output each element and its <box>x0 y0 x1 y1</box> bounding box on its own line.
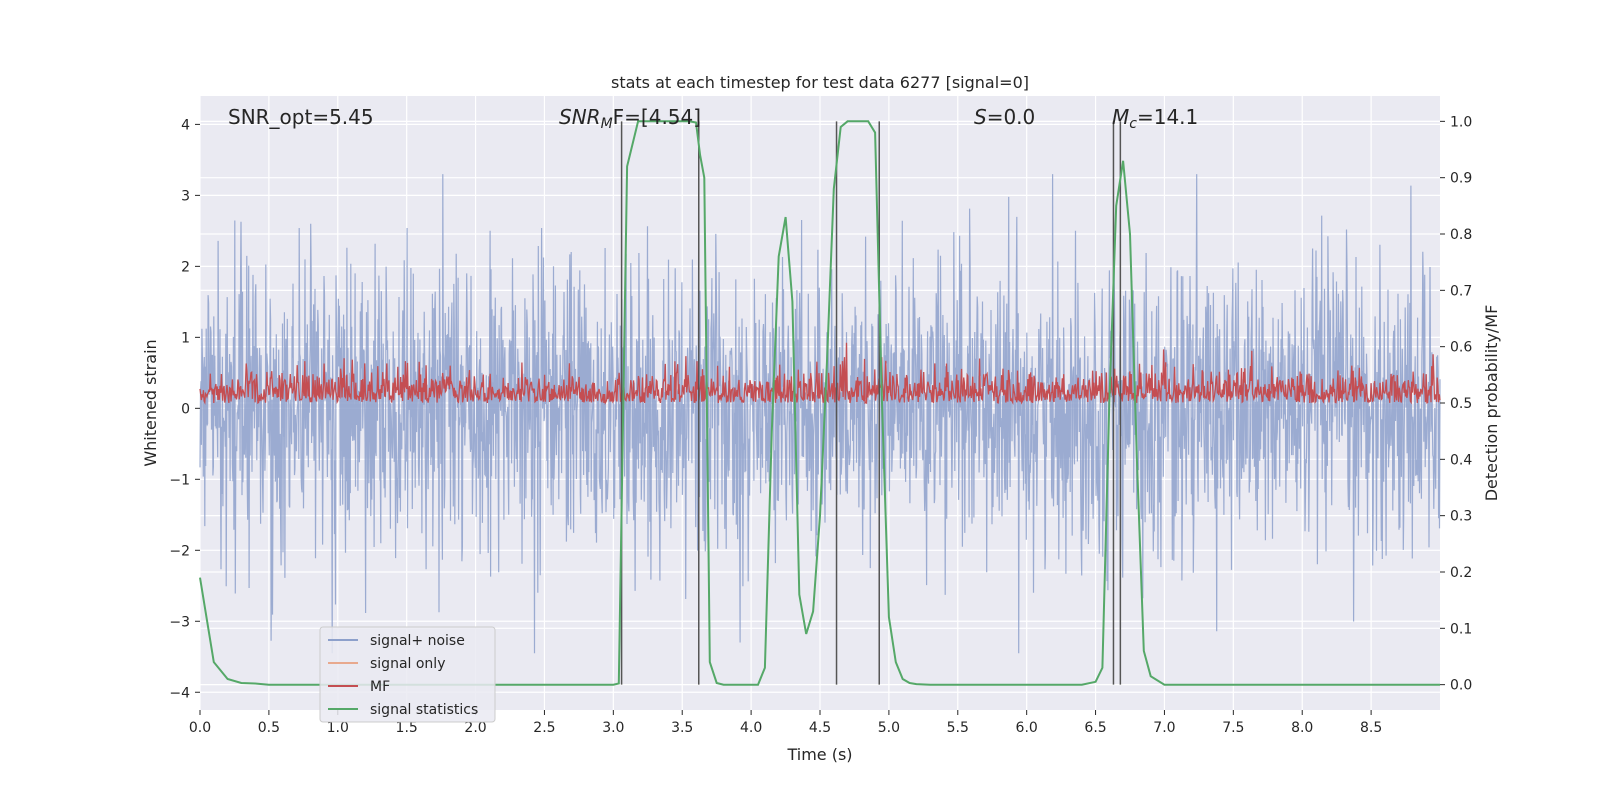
y-tick-label: −2 <box>169 543 190 559</box>
y-axis-label: Whitened strain <box>141 339 160 466</box>
y2-tick-label: 0.7 <box>1450 283 1472 299</box>
y2-tick-label: 0.3 <box>1450 509 1472 525</box>
y2-tick-label: 0.8 <box>1450 227 1472 243</box>
axis-ticks: 0.0 0.5 1.0 1.5 2.0 2.5 3.0 3.5 4.0 4.5 5.0 5.5 6.0 6… <box>169 114 1472 736</box>
y2-tick-label: 1.0 <box>1450 114 1472 130</box>
y-tick-label: 2 <box>181 259 190 275</box>
snr-mf-rest: F=[4.54] <box>613 105 701 129</box>
legend-label-signal-noise: signal+ noise <box>370 633 465 649</box>
x-tick-label: 7.5 <box>1222 720 1244 736</box>
x-tick-label: 5.0 <box>878 720 900 736</box>
snr-mf-base: SNR <box>559 105 601 129</box>
x-axis-label: Time (s) <box>786 745 852 764</box>
annotation-mc: Mc=14.1 <box>1112 105 1198 132</box>
x-tick-label: 2.5 <box>533 720 555 736</box>
snr-mf-sub: M <box>601 116 613 132</box>
mc-base: M <box>1112 105 1129 129</box>
x-tick-label: 4.5 <box>809 720 831 736</box>
legend-label-mf: MF <box>370 679 390 695</box>
x-tick-label: 6.5 <box>1084 720 1106 736</box>
y-tick-label: 4 <box>181 117 190 133</box>
y2-tick-label: 0.0 <box>1450 678 1472 694</box>
legend-box <box>319 626 496 723</box>
x-tick-label: 7.0 <box>1153 720 1175 736</box>
x-tick-label: 1.0 <box>327 720 349 736</box>
mc-rest: =14.1 <box>1137 105 1198 129</box>
mf-line <box>199 342 1441 406</box>
x-tick-label: 6.0 <box>1016 720 1038 736</box>
y2-axis-label: Detection probability/MF <box>1482 305 1501 502</box>
y-tick-label: 1 <box>181 330 190 346</box>
x-tick-label: 3.0 <box>602 720 624 736</box>
x-tick-label: 0.5 <box>258 720 280 736</box>
y-tick-label: −4 <box>169 685 190 701</box>
x-tick-label: 4.0 <box>740 720 762 736</box>
vertical-markers <box>620 121 1122 685</box>
y-tick-label: −1 <box>169 472 190 488</box>
x-tick-label: 3.5 <box>671 720 693 736</box>
signal-statistics-line <box>199 120 1440 686</box>
signal-statistics-path <box>199 120 1440 686</box>
annotation-snr-opt: SNR_opt=5.45 <box>228 105 374 129</box>
y-tick-label: −3 <box>169 614 190 630</box>
y2-tick-label: 0.6 <box>1450 340 1472 356</box>
x-tick-label: 0.0 <box>189 720 211 736</box>
legend: signal+ noise signal only MF signal stat… <box>319 626 496 723</box>
x-tick-label: 5.5 <box>947 720 969 736</box>
y-tick-label: 3 <box>181 188 190 204</box>
x-tick-label: 8.0 <box>1291 720 1313 736</box>
y2-tick-label: 0.4 <box>1450 452 1472 468</box>
y-tick-label: 0 <box>181 401 190 417</box>
y2-tick-label: 0.2 <box>1450 565 1472 581</box>
s-base: S <box>974 105 987 129</box>
plot-area <box>199 174 1441 654</box>
y2-tick-label: 0.5 <box>1450 396 1472 412</box>
chart-title: stats at each timestep for test data 627… <box>611 73 1029 92</box>
mc-sub: c <box>1129 116 1137 132</box>
x-tick-label: 2.0 <box>464 720 486 736</box>
s-rest: =0.0 <box>987 105 1036 129</box>
x-tick-label: 1.5 <box>396 720 418 736</box>
legend-label-signal-statistics: signal statistics <box>370 702 478 718</box>
annotation-s: S=0.0 <box>974 105 1035 129</box>
y2-tick-label: 0.1 <box>1450 621 1472 637</box>
x-tick-label: 8.5 <box>1360 720 1382 736</box>
legend-label-signal-only: signal only <box>370 656 445 672</box>
y2-tick-label: 0.9 <box>1450 171 1472 187</box>
annotation-snr-mf: SNRMF=[4.54] <box>559 105 701 132</box>
